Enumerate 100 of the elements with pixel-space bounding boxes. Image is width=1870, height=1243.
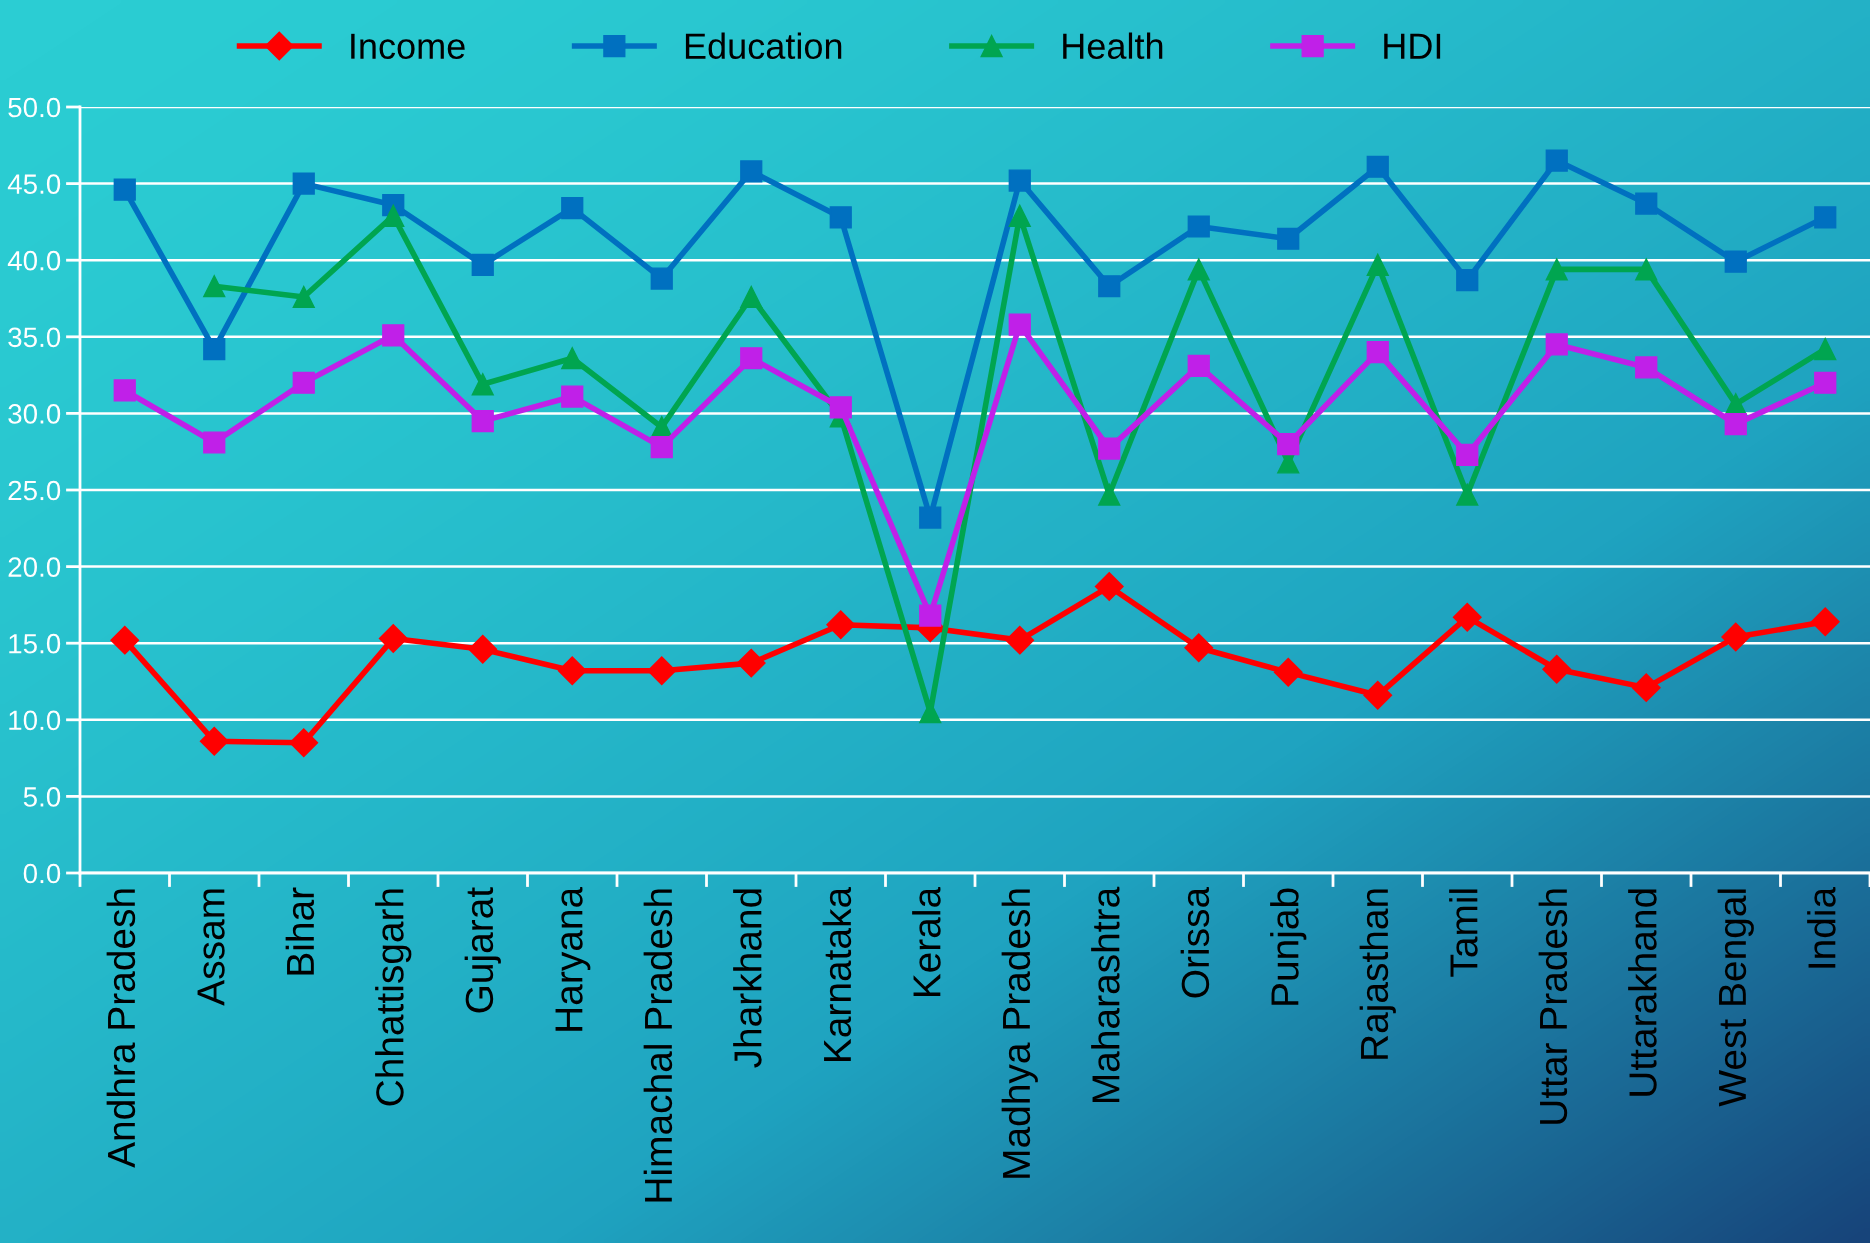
x-tick-label: Uttarakhand (1628, 889, 1657, 1096)
point (1008, 169, 1031, 192)
point (1005, 625, 1035, 655)
point (1631, 673, 1661, 703)
point (561, 347, 584, 370)
x-tick-label: Karnataka (822, 886, 852, 1061)
legend-label: Income (351, 33, 465, 60)
point (1363, 680, 1393, 710)
point (1545, 333, 1568, 356)
point (1456, 443, 1479, 466)
point (650, 435, 673, 459)
point (382, 204, 405, 227)
point (1721, 622, 1751, 652)
point (1277, 432, 1300, 456)
point (736, 648, 766, 678)
x-tick-label: India (1807, 886, 1836, 968)
point (292, 172, 315, 195)
point (647, 656, 677, 686)
point (292, 371, 315, 394)
point (1635, 258, 1658, 281)
y-tick-label: 40.0 (7, 250, 61, 271)
point (1094, 572, 1124, 601)
point (1635, 192, 1658, 215)
y-tick-label: 5.0 (23, 787, 61, 807)
point (203, 337, 226, 361)
point (740, 285, 763, 309)
point (1545, 258, 1568, 281)
point (471, 373, 494, 396)
x-tick-label: West Bengal (1717, 889, 1754, 1107)
x-tick-label: Haryana (555, 886, 591, 1031)
point (1184, 633, 1214, 663)
point (561, 197, 584, 220)
legend-label: Education (685, 32, 842, 60)
point (829, 206, 852, 229)
x-tick-label: Assam (197, 889, 225, 1006)
point (650, 267, 673, 290)
point (1273, 657, 1303, 687)
point (113, 178, 136, 201)
x-tick-label: Chhattisgarh (375, 889, 412, 1106)
y-tick-label: 30.0 (8, 404, 61, 424)
point (561, 385, 584, 408)
point (1366, 253, 1389, 276)
x-tick-label: Bihar (285, 887, 315, 975)
point (471, 409, 494, 433)
point (740, 160, 763, 183)
x-tick-label: Andhra Pradesh (106, 889, 136, 1168)
legend-label: Health (1063, 32, 1163, 60)
y-tick-label: 0.0 (23, 863, 61, 884)
point (1452, 602, 1482, 632)
x-tick-label: Madhya Pradesh (1001, 889, 1038, 1178)
y-tick-label: 10.0 (9, 710, 61, 731)
x-tick-label: Himachal Pradesh (643, 889, 673, 1202)
point (826, 610, 856, 640)
point (1724, 413, 1747, 436)
point (1814, 337, 1837, 361)
x-tick-label: Rajasthan (1359, 889, 1396, 1059)
y-tick-label: 35.0 (8, 327, 61, 348)
x-tick-label: Gujarat (464, 887, 501, 1013)
x-tick-label: Punjab (1270, 888, 1307, 1005)
point (1187, 258, 1210, 281)
point (919, 506, 942, 529)
point (1366, 341, 1389, 364)
point (1277, 227, 1300, 250)
point (110, 625, 140, 655)
point (1366, 155, 1389, 178)
point (1545, 149, 1568, 172)
y-tick-label: 15.0 (9, 633, 61, 654)
y-tick-label: 50.0 (8, 97, 61, 118)
point (1814, 371, 1837, 394)
x-tick-label: Maharashtra (1091, 886, 1120, 1102)
y-tick-label: 25.0 (8, 480, 61, 501)
point (557, 656, 587, 686)
point (1008, 313, 1031, 336)
point (740, 347, 763, 370)
point (919, 604, 942, 627)
point (1724, 250, 1747, 273)
point (468, 634, 498, 664)
y-tick-label: 45.0 (7, 174, 61, 194)
point (382, 324, 405, 347)
point (1187, 215, 1210, 238)
point (471, 253, 494, 276)
x-tick-label: Jharkhand (733, 889, 762, 1068)
point (1456, 269, 1479, 292)
point (829, 396, 852, 419)
point (1814, 206, 1837, 229)
point (203, 431, 226, 454)
point (1456, 483, 1479, 506)
point (378, 624, 408, 654)
legend-label: HDI (1384, 33, 1441, 59)
point (113, 379, 136, 402)
point (1542, 654, 1572, 684)
point (1098, 275, 1121, 298)
y-tick-label: 20.0 (8, 557, 61, 577)
point (1635, 356, 1658, 379)
point (1098, 437, 1121, 460)
point (1008, 204, 1031, 227)
point (1098, 483, 1121, 506)
point (1810, 607, 1840, 637)
point (292, 285, 315, 309)
point (203, 275, 226, 298)
